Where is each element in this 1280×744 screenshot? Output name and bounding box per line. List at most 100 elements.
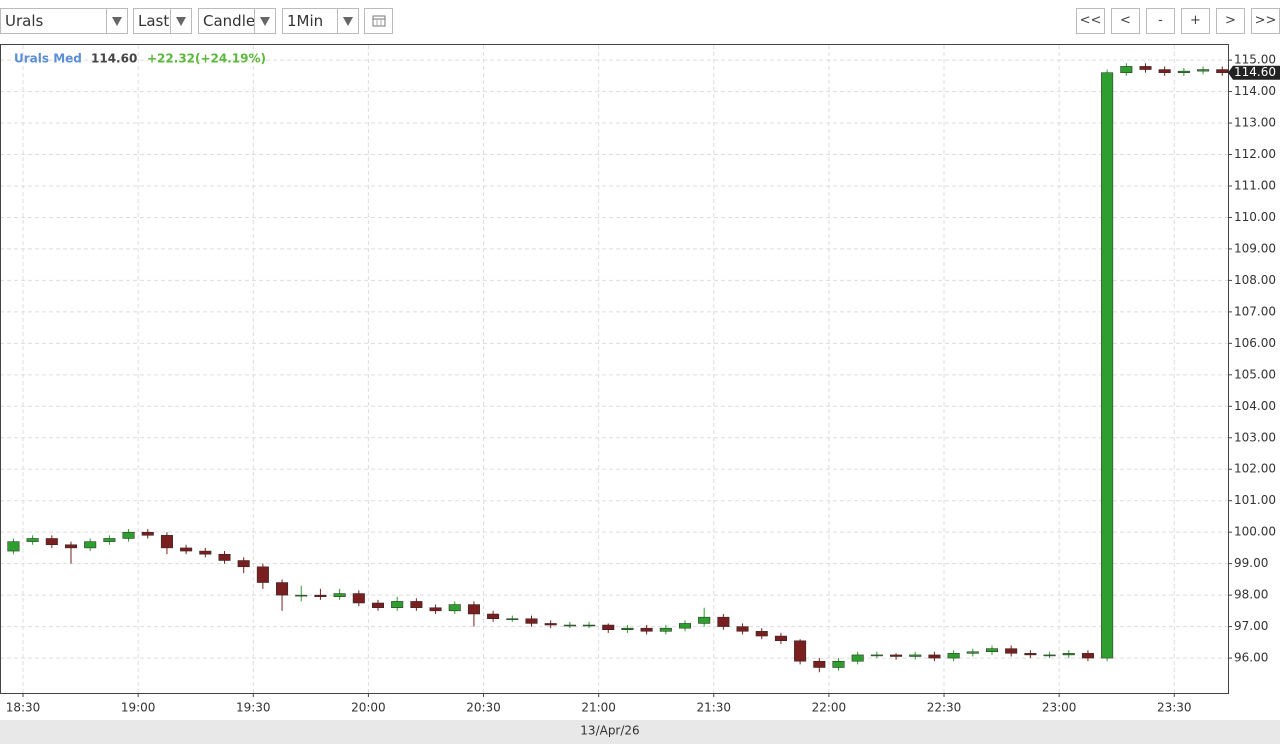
candle-body	[813, 660, 826, 668]
x-tick-label: 20:30	[466, 701, 501, 715]
candle-body	[1139, 66, 1152, 70]
date-strip	[0, 720, 1280, 744]
legend-change: +22.32(+24.19%)	[147, 52, 266, 66]
y-tick-label: 101.00	[1234, 493, 1276, 507]
y-tick-label: 115.00	[1234, 53, 1276, 67]
last-price-tag	[1228, 65, 1280, 80]
candle-body	[1062, 653, 1075, 656]
candle-body	[1197, 69, 1210, 72]
candle-body	[26, 538, 39, 542]
nav-button[interactable]: -	[1146, 8, 1175, 34]
nav-button[interactable]: >>	[1251, 8, 1280, 34]
dropdown-arrow	[254, 9, 275, 33]
candle-body	[640, 627, 653, 632]
y-tick-label: 111.00	[1234, 178, 1276, 192]
candle-body	[84, 541, 97, 549]
candle-body	[7, 541, 20, 552]
y-tick-label: 102.00	[1234, 462, 1276, 476]
symbol-text: Urals	[5, 12, 44, 30]
candle-body	[736, 626, 749, 632]
interval-select[interactable]: 1Min	[282, 8, 359, 34]
candle-body	[410, 601, 423, 608]
candle-body	[1024, 653, 1037, 656]
legend-name: Urals Med	[14, 52, 82, 66]
y-tick-label: 106.00	[1234, 336, 1276, 350]
candle-body	[851, 654, 864, 662]
nav-button[interactable]: <	[1111, 8, 1140, 34]
y-tick-label: 104.00	[1234, 399, 1276, 413]
candle-body	[141, 531, 154, 536]
date-label: 13/Apr/26	[580, 724, 639, 738]
candle-body	[276, 582, 289, 596]
y-tick-label: 114.00	[1234, 84, 1276, 98]
candle-body	[180, 547, 193, 552]
y-tick-label: 96.00	[1234, 651, 1268, 665]
candle-body	[1101, 72, 1114, 659]
x-tick-label: 21:30	[696, 701, 731, 715]
candle-body	[122, 531, 135, 539]
chart: 13/Apr/26 Urals Med 114.60 +22.32(+24.19…	[0, 44, 1280, 744]
candle-body	[1177, 70, 1190, 73]
x-tick-label: 22:00	[812, 701, 847, 715]
candle-body	[794, 640, 807, 662]
plot-frame	[0, 44, 1229, 694]
calendar-button[interactable]	[364, 8, 393, 34]
candle-body	[467, 604, 480, 615]
y-tick-label: 99.00	[1234, 556, 1268, 570]
candle-body	[160, 535, 173, 549]
legend-last: 114.60	[91, 52, 137, 66]
last-price-label: 114.60	[1234, 65, 1276, 79]
y-tick-label: 105.00	[1234, 367, 1276, 381]
y-tick-label: 113.00	[1234, 116, 1276, 130]
style-select[interactable]: Candle	[198, 8, 276, 34]
field-select[interactable]: Last	[133, 8, 192, 34]
candle-body	[1081, 653, 1094, 659]
candle-body	[371, 602, 384, 608]
candle-body	[352, 593, 365, 604]
candle-body	[1158, 69, 1171, 73]
candle-body	[1005, 648, 1018, 654]
candle-body	[947, 653, 960, 659]
dropdown-arrow	[106, 9, 127, 33]
candle-body	[429, 607, 442, 612]
interval-text: 1Min	[287, 12, 324, 30]
nav-button[interactable]: >	[1216, 8, 1245, 34]
candle-body	[448, 604, 461, 612]
y-tick-label: 110.00	[1234, 210, 1276, 224]
candle-body	[832, 660, 845, 668]
candle-body	[487, 613, 500, 619]
candle-body	[1216, 69, 1229, 73]
candle-body	[985, 648, 998, 653]
x-tick-label: 21:00	[581, 701, 616, 715]
candle-body	[314, 594, 327, 597]
x-tick-label: 23:00	[1042, 701, 1077, 715]
symbol-select[interactable]: Urals	[0, 8, 128, 34]
candle-body	[966, 651, 979, 654]
y-tick-label: 107.00	[1234, 304, 1276, 318]
candle-body	[621, 627, 634, 630]
candle-body	[602, 624, 615, 630]
x-tick-label: 19:00	[121, 701, 156, 715]
y-tick-label: 97.00	[1234, 619, 1268, 633]
field-text: Last	[138, 12, 170, 30]
candle-body	[525, 618, 538, 624]
x-tick-label: 19:30	[236, 701, 271, 715]
candle-body	[890, 654, 903, 657]
candle-body	[391, 601, 404, 608]
dropdown-arrow	[170, 9, 191, 33]
x-tick-label: 23:30	[1157, 701, 1192, 715]
candle-body	[678, 623, 691, 629]
y-tick-label: 109.00	[1234, 241, 1276, 255]
candle-body	[295, 594, 308, 597]
candle-body	[698, 616, 711, 624]
candle-body	[256, 566, 269, 583]
nav-button[interactable]: <<	[1076, 8, 1105, 34]
candle-body	[1120, 66, 1133, 73]
toolbar: Urals Last Candle 1Min << < - + > >>	[0, 0, 1280, 44]
x-tick-label: 18:30	[6, 701, 41, 715]
y-tick-label: 112.00	[1234, 147, 1276, 161]
candle-body	[870, 654, 883, 657]
nav-button[interactable]: +	[1181, 8, 1210, 34]
candle-body	[583, 624, 596, 627]
